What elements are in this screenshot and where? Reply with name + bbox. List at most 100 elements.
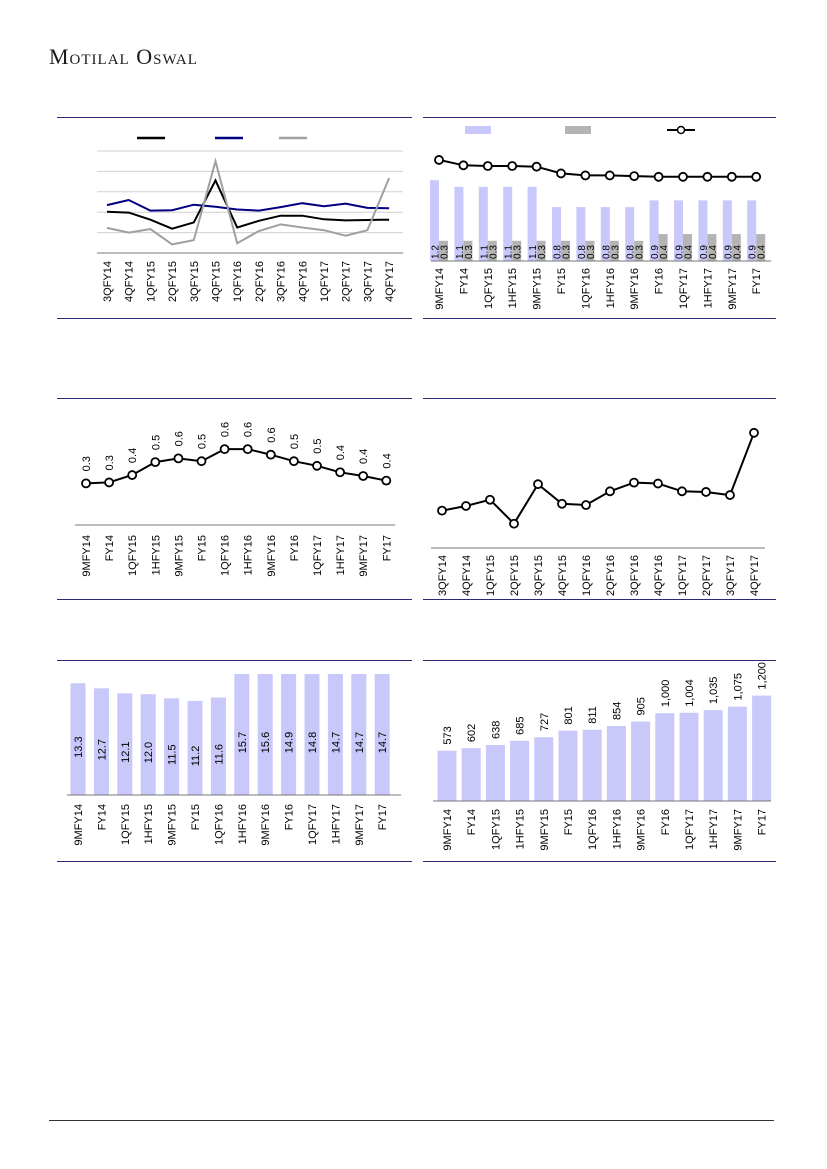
line-marker — [219, 444, 230, 455]
chart-6-svg: 573 602 638 685 727 801 811 854 905 1,000 1,004 1,0… — [433, 662, 772, 851]
x-tick-label: 1QFY15 — [120, 804, 132, 845]
bar-data-label: 0.9 — [699, 245, 710, 259]
bar-data-label: 11.6 — [213, 744, 225, 765]
bar-series-1 — [527, 186, 537, 261]
bar-series-1 — [649, 200, 659, 261]
bar-data-label: 12.0 — [143, 742, 155, 763]
bar-data-label: 11.2 — [190, 746, 202, 767]
bar — [558, 730, 578, 801]
x-tick-label: 4QFY16 — [297, 261, 309, 302]
chart-panel-6: 573 602 638 685 727 801 811 854 905 1,000 1,004 1,0… — [423, 661, 776, 861]
bar-series-1 — [625, 207, 635, 261]
x-tick-label: 1HFY15 — [507, 268, 519, 308]
bar-data-label: 0.9 — [650, 245, 661, 259]
panel-rule — [423, 117, 776, 118]
line-marker — [677, 486, 687, 497]
bar-data-label: 1,075 — [732, 673, 744, 701]
line-marker — [507, 161, 518, 171]
line-data-label: 0.6 — [266, 427, 278, 442]
x-tick-label: 4QFY16 — [653, 555, 665, 596]
bar — [606, 725, 626, 801]
bar — [140, 694, 156, 795]
bar-data-label: 0.8 — [577, 245, 588, 259]
line-marker — [434, 155, 444, 165]
bar-data-label: 0.9 — [748, 245, 759, 259]
panel-rule — [57, 398, 412, 399]
x-tick-label: 1QFY17 — [684, 809, 696, 850]
x-tick-label: 1QFY17 — [319, 261, 331, 302]
bar-data-label: 854 — [611, 702, 623, 720]
line-marker — [749, 427, 759, 438]
x-tick-label: 9MFY17 — [732, 809, 744, 851]
x-tick-label: 1QFY15 — [127, 535, 139, 576]
chart-panel-3: 0.3 0.3 0.4 0.5 0.6 0.5 0.6 0.6 0.6 0.5 0.5 0.4 0.4 0… — [57, 399, 412, 599]
bar-data-label: 1.1 — [504, 245, 515, 259]
bar-series-2 — [439, 240, 448, 261]
bar-data-label: 11.5 — [167, 744, 179, 765]
x-tick-label: 9MFY16 — [636, 809, 648, 851]
bar-data-label: 0.4 — [757, 245, 768, 259]
x-tick-label: FY15 — [563, 809, 575, 835]
x-tick-label: 1HFY16 — [243, 535, 255, 575]
line-marker — [173, 453, 184, 464]
bar — [655, 713, 675, 801]
bar-series-1 — [600, 207, 610, 261]
bar-series-1 — [698, 200, 708, 261]
x-tick-label: 9MFY14 — [73, 804, 85, 846]
x-tick-label: 1QFY15 — [145, 261, 157, 302]
bar-series-2 — [731, 234, 741, 261]
x-tick-label: FY17 — [377, 804, 389, 830]
bar — [510, 740, 530, 801]
bar-data-label: 12.1 — [120, 741, 132, 762]
bar — [582, 729, 602, 801]
x-tick-label: FY14 — [458, 268, 470, 294]
bar-series-2 — [683, 234, 692, 261]
panel-rule — [57, 861, 412, 862]
line-marker — [678, 171, 688, 182]
bar-data-label: 0.3 — [562, 245, 573, 259]
bar — [461, 748, 481, 801]
x-tick-label: 3QFY17 — [725, 555, 737, 596]
x-tick-label: 1QFY16 — [232, 261, 244, 302]
line-marker — [653, 478, 663, 489]
bar-series-2 — [487, 240, 497, 261]
x-tick-label: 1QFY15 — [490, 809, 502, 850]
line-marker — [509, 518, 519, 529]
bar-data-label: 0.3 — [635, 245, 646, 259]
x-tick-label: 2QFY16 — [605, 555, 617, 596]
series-line — [106, 157, 391, 246]
x-tick-label: 1QFY16 — [213, 804, 225, 845]
x-tick-label: 4QFY17 — [749, 555, 761, 596]
line-data-label: 0.4 — [127, 448, 139, 463]
bar — [679, 712, 699, 801]
x-tick-label: FY16 — [284, 804, 296, 830]
bar-data-label: 1.1 — [479, 245, 490, 259]
x-tick-label: 3QFY14 — [437, 555, 449, 596]
x-tick-label: 9MFY15 — [539, 809, 551, 851]
legend-swatch — [465, 126, 491, 134]
bar-data-label: 0.8 — [553, 245, 564, 259]
x-tick-label: FY14 — [96, 804, 108, 830]
line-marker — [265, 449, 276, 460]
bar-series-1 — [503, 186, 513, 261]
bar-series-2 — [707, 234, 717, 261]
bar-data-label: 1,000 — [660, 680, 672, 708]
x-tick-label: FY17 — [751, 268, 763, 294]
line-marker — [461, 501, 471, 511]
x-tick-label: 9MFY15 — [173, 535, 185, 577]
x-tick-label: 1QFY15 — [483, 268, 495, 309]
x-tick-label: 2QFY16 — [254, 261, 266, 302]
x-tick-label: 1QFY17 — [307, 804, 319, 845]
bar-series-1 — [454, 186, 464, 261]
panel-rule — [423, 599, 776, 600]
line-data-label: 0.5 — [289, 434, 301, 449]
bar — [631, 721, 651, 801]
legend-marker — [676, 125, 686, 135]
bar-data-label: 0.4 — [659, 245, 670, 259]
x-tick-label: 9MFY17 — [727, 268, 739, 310]
bar-series-1 — [674, 200, 683, 261]
bar-data-label: 0.9 — [675, 245, 686, 259]
bar-data-label: 602 — [466, 724, 478, 742]
x-tick-label: 1QFY16 — [220, 535, 232, 576]
x-tick-label: 9MFY14 — [81, 535, 93, 577]
